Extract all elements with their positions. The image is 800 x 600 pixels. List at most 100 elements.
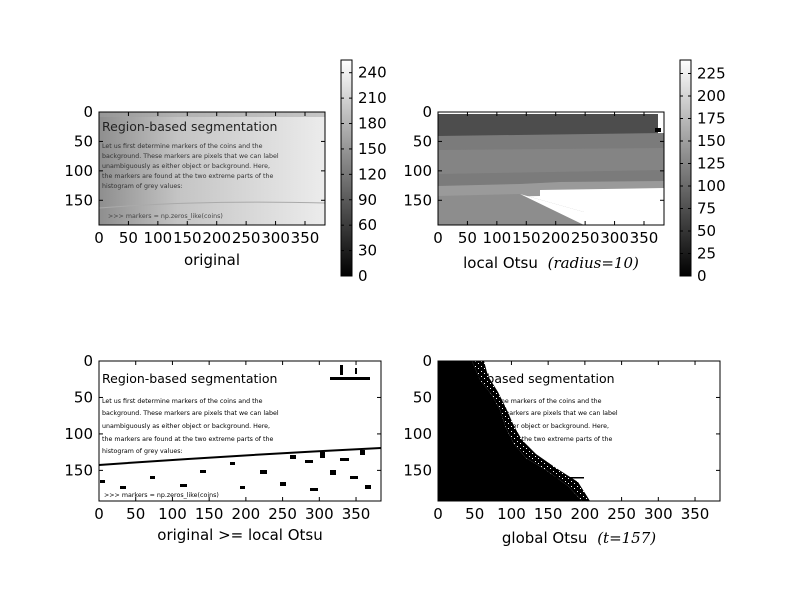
y-tick-label: 0	[422, 103, 432, 121]
y-tick-label: 100	[64, 425, 93, 443]
y-tick-label: 150	[64, 461, 93, 479]
colorbar-tick-label: 200	[697, 87, 726, 105]
colorbar-tick-label: 210	[358, 89, 387, 107]
original-doc-code: >>> markers = np.zeros_like(coins)	[108, 213, 223, 220]
x-tick-label: 100	[483, 229, 512, 247]
original-doc-title: Region-based segmentation	[102, 119, 277, 134]
global-otsu-xlabel: global Otsu (t=157)	[502, 529, 656, 547]
global-otsu-xlabel-math: (t=157)	[597, 529, 656, 547]
global-doc-line: the markers are found at the two extreme…	[441, 436, 612, 443]
local-otsu-axes-frame	[437, 111, 665, 226]
x-tick-label: 100	[497, 505, 526, 523]
original-doc-line: unambiguously as either object or backgr…	[102, 163, 270, 170]
panel-thresholded-local: Region-based segmentation Let us first d…	[64, 352, 382, 544]
x-tick-label: 50	[458, 229, 477, 247]
x-tick-label: 250	[571, 229, 600, 247]
colorbar-tick-label: 30	[358, 242, 377, 260]
x-tick-label: 100	[144, 229, 173, 247]
colorbar-tick-label: 175	[697, 110, 726, 128]
thr-local-doc-line: unambiguously as either object or backgr…	[102, 423, 270, 430]
global-otsu-axes-frame	[437, 360, 721, 502]
x-tick-label: 50	[465, 505, 484, 523]
x-tick-label: 250	[607, 505, 636, 523]
colorbar-tick-label: 120	[358, 165, 387, 183]
x-tick-label: 0	[94, 505, 104, 523]
y-tick-label: 150	[403, 461, 432, 479]
colorbar-tick-label: 25	[697, 245, 716, 263]
y-tick-label: 50	[413, 388, 432, 406]
panel-original: Region-based segmentation Let us first d…	[64, 59, 387, 285]
x-tick-label: 250	[232, 229, 261, 247]
local-otsu-xlabel-text: local Otsu	[463, 254, 538, 272]
global-doc-line: background. These markers are pixels tha…	[441, 410, 618, 417]
colorbar-tick-label: 225	[697, 65, 726, 83]
x-tick-label: 100	[158, 505, 187, 523]
local-otsu-xlabel-math: (radius=10)	[548, 254, 639, 272]
thr-local-doc-title: Region-based segmentation	[102, 371, 277, 386]
x-tick-label: 350	[630, 229, 659, 247]
original-colorbar	[340, 59, 353, 277]
colorbar-tick-label: 125	[697, 155, 726, 173]
x-tick-label: 200	[571, 505, 600, 523]
y-tick-label: 0	[83, 103, 93, 121]
global-doc-line: Let us first determine markers of the co…	[441, 398, 602, 405]
colorbar-tick-label: 0	[358, 267, 368, 285]
colorbar-tick-label: 240	[358, 64, 387, 82]
original-doc-line: histogram of grey values:	[102, 183, 183, 190]
original-image: Region-based segmentation Let us first d…	[99, 112, 325, 225]
colorbar-tick-label: 100	[697, 177, 726, 195]
y-tick-label: 50	[74, 388, 93, 406]
y-tick-label: 100	[403, 425, 432, 443]
x-tick-label: 300	[261, 229, 290, 247]
global-doc-title: n-based segmentation	[474, 371, 615, 386]
thr-local-doc-line: background. These markers are pixels tha…	[102, 410, 279, 417]
x-tick-label: 250	[268, 505, 297, 523]
x-tick-label: 350	[681, 505, 710, 523]
y-tick-label: 150	[403, 191, 432, 209]
colorbar-tick-label: 180	[358, 115, 387, 133]
colorbar-tick-label: 90	[358, 191, 377, 209]
local-otsu-xlabel: local Otsu (radius=10)	[463, 254, 639, 272]
colorbar-tick-label: 0	[697, 267, 707, 285]
x-tick-label: 0	[94, 229, 104, 247]
x-tick-label: 200	[202, 229, 231, 247]
y-tick-label: 50	[74, 132, 93, 150]
x-tick-label: 150	[195, 505, 224, 523]
colorbar-tick-label: 150	[697, 132, 726, 150]
local-otsu-colorbar	[679, 59, 692, 277]
x-tick-label: 200	[541, 229, 570, 247]
thresholded-local-axes-frame	[98, 360, 382, 502]
x-tick-label: 350	[291, 229, 320, 247]
global-otsu-xlabel-text: global Otsu	[502, 529, 588, 547]
panel-global-otsu: n-based segmentation Let us first determ…	[403, 352, 721, 547]
thresholded-local-xlabel: original >= local Otsu	[157, 526, 322, 544]
colorbar-tick-label: 50	[697, 222, 716, 240]
x-tick-label: 50	[119, 229, 138, 247]
thr-local-doc-line: the markers are found at the two extreme…	[102, 436, 273, 443]
colorbar-tick-label: 75	[697, 200, 716, 218]
x-tick-label: 300	[600, 229, 629, 247]
y-tick-label: 100	[64, 162, 93, 180]
x-tick-label: 350	[342, 505, 371, 523]
y-tick-label: 100	[403, 162, 432, 180]
y-tick-label: 50	[413, 132, 432, 150]
thr-local-doc-line: histogram of grey values:	[102, 448, 183, 455]
original-doc-line: the markers are found at the two extreme…	[102, 173, 273, 180]
thr-local-doc-code: >>> markers = np.zeros_like(coins)	[104, 492, 219, 499]
x-tick-label: 300	[305, 505, 334, 523]
x-tick-label: 50	[126, 505, 145, 523]
x-tick-label: 0	[433, 505, 443, 523]
local-otsu-image	[438, 112, 664, 225]
global-doc-line: unambiguously as either object or backgr…	[441, 423, 609, 430]
original-axes-frame	[98, 111, 326, 226]
original-xlabel: original	[184, 251, 240, 269]
colorbar-tick-label: 60	[358, 216, 377, 234]
thr-local-doc-line: Let us first determine markers of the co…	[102, 398, 263, 405]
y-tick-label: 0	[422, 352, 432, 370]
x-tick-label: 300	[644, 505, 673, 523]
original-doc-line: Let us first determine markers of the co…	[102, 143, 263, 150]
x-tick-label: 150	[512, 229, 541, 247]
global-otsu-image: n-based segmentation Let us first determ…	[438, 361, 720, 501]
x-tick-label: 150	[173, 229, 202, 247]
